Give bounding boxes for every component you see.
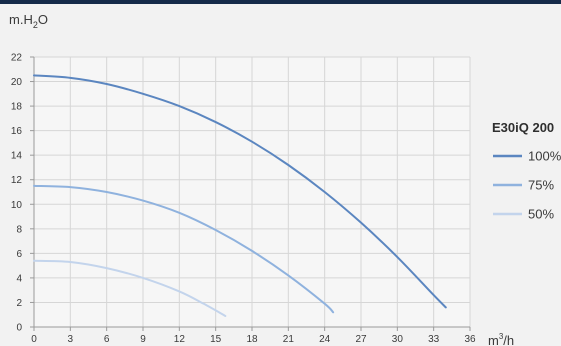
grid [33,56,471,328]
x-tick-label: 27 [355,334,367,345]
series-line-50-percent [33,259,227,317]
y-tick-label: 4 [16,273,22,284]
x-tick-label: 15 [210,334,222,345]
y-tick-label: 22 [11,53,23,64]
x-tick-label: 6 [104,334,110,345]
legend-label-50-percent: 50% [528,207,554,222]
y-tick-label: 14 [11,151,23,162]
y-tick-label: 16 [11,126,23,137]
y-tick-label: 12 [11,175,23,186]
x-tick-label: 0 [31,334,37,345]
top-accent-bar [0,0,561,4]
x-axis-label-main: m [488,333,499,346]
series-line-75-percent [33,184,335,314]
series-lines [33,74,447,317]
y-tick-label: 8 [16,224,22,235]
y-axis-label-subscript: 2 [33,20,38,30]
x-axis-label-superscript: 3 [499,332,504,341]
x-axis-label: m3/h [488,332,514,346]
legend-label-75-percent: 75% [528,178,554,193]
y-tick-label: 0 [16,323,22,334]
axes: 0 3 6 9 12 15 18 21 24 27 30 33 36024681012141618202… [11,53,476,346]
x-tick-label: 9 [140,334,146,345]
legend: E30iQ 200 100% 75% 50% [492,120,561,222]
x-tick-label: 36 [464,334,476,345]
series-line-100-percent [33,74,447,309]
legend-label-100-percent: 100% [528,149,561,164]
y-tick-label: 18 [11,102,23,113]
y-axis-label: m.H2O [9,12,48,30]
y-axis-label-main: m.H [9,12,33,27]
y-tick-label: 2 [16,298,22,309]
x-tick-label: 21 [283,334,295,345]
x-tick-label: 33 [428,334,440,345]
x-tick-label: 18 [246,334,258,345]
x-tick-label: 24 [319,334,331,345]
x-tick-label: 30 [392,334,404,345]
y-tick-label: 10 [11,200,23,211]
y-tick-label: 6 [16,249,22,260]
y-tick-label: 20 [11,77,23,88]
legend-title: E30iQ 200 [492,120,554,135]
y-axis-label-tail: O [38,12,48,27]
x-tick-label: 12 [174,334,186,345]
x-tick-label: 3 [68,334,74,345]
x-axis-label-tail: /h [503,333,514,346]
